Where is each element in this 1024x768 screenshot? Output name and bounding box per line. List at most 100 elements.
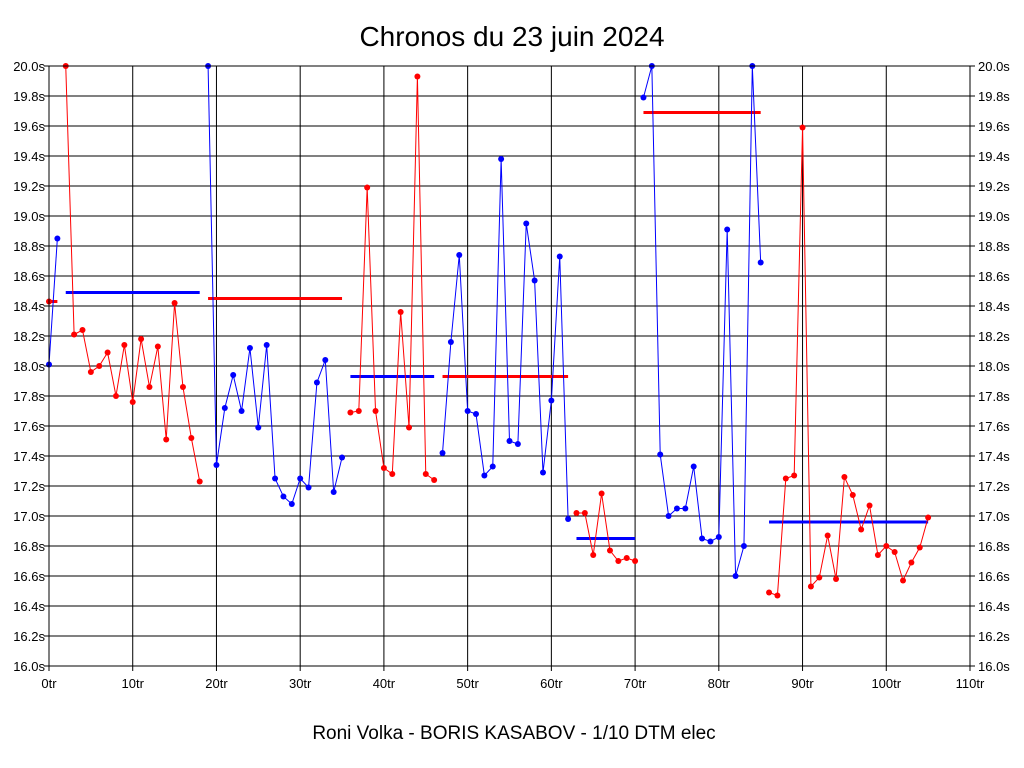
lap-point (766, 589, 773, 596)
lap-point (900, 577, 907, 584)
y-tick-label-left: 19.8s (13, 89, 45, 104)
lap-point (179, 384, 186, 390)
lap-point (322, 357, 329, 363)
average-lines (49, 111, 929, 540)
x-tick-label: 90tr (791, 676, 814, 691)
lap-point (816, 574, 823, 581)
lap-point (707, 538, 714, 545)
lap-point (188, 435, 195, 441)
y-tick-label-left: 17.2s (13, 479, 45, 494)
lap-point (908, 559, 915, 566)
lap-point (506, 438, 513, 444)
y-tick-label-left: 18.2s (13, 329, 45, 344)
series-line (442, 158, 569, 520)
lap-point (715, 534, 722, 540)
x-tick-label: 50tr (456, 676, 479, 691)
lap-point (347, 409, 354, 416)
chart-title: Chronos du 23 juin 2024 (359, 21, 664, 52)
y-tick-label-right: 17.2s (978, 479, 1010, 494)
lap-point (339, 454, 346, 461)
y-tick-label-left: 18.0s (13, 359, 45, 374)
plot-frame (48, 65, 971, 667)
lap-point (573, 510, 580, 516)
y-tick-label-left: 19.0s (13, 209, 45, 224)
lap-point (874, 552, 881, 558)
lap-point (539, 469, 546, 476)
lap-point (514, 441, 521, 447)
lap-point (221, 405, 228, 411)
lap-point (305, 484, 312, 491)
lap-point (632, 558, 639, 564)
lap-point (925, 514, 932, 521)
lap-point (556, 253, 563, 260)
y-tick-label-right: 18.6s (978, 269, 1010, 284)
lap-point (740, 543, 747, 549)
y-tick-label-left: 16.6s (13, 569, 45, 584)
lap-point (791, 472, 798, 479)
lap-point (213, 462, 220, 468)
lap-point (313, 379, 320, 386)
lap-point (112, 393, 119, 399)
lap-point (757, 259, 764, 266)
lap-point (682, 505, 689, 512)
lap-point (481, 472, 488, 479)
lap-point (71, 331, 78, 338)
y-tick-label-right: 18.2s (978, 329, 1010, 344)
y-tick-label-right: 18.4s (978, 299, 1010, 314)
y-tick-label-right: 20.0s (978, 59, 1010, 74)
lap-point (657, 451, 664, 458)
y-tick-label-right: 17.6s (978, 419, 1010, 434)
y-tick-label-left: 16.2s (13, 629, 45, 644)
lap-point (330, 489, 337, 495)
lap-point (246, 345, 253, 351)
x-tick-label: 110tr (956, 676, 985, 691)
lap-point (288, 501, 295, 507)
lap-point (104, 349, 111, 356)
lap-point (774, 592, 781, 599)
lap-point (548, 397, 555, 404)
y-tick-label-left: 19.4s (13, 149, 45, 164)
lap-point (824, 532, 831, 539)
y-tick-label-right: 17.4s (978, 449, 1010, 464)
lap-point (724, 226, 731, 233)
y-tick-label-left: 19.6s (13, 119, 45, 134)
lap-point (297, 475, 304, 482)
lap-point (891, 549, 898, 555)
lap-point (866, 502, 873, 509)
y-tick-label-left: 17.4s (13, 449, 45, 464)
lap-point (456, 252, 463, 258)
lap-point (531, 277, 538, 284)
y-tick-label-left: 20.0s (13, 59, 45, 74)
y-tick-label-right: 19.2s (978, 179, 1010, 194)
y-tick-label-left: 17.8s (13, 389, 45, 404)
series-line (768, 127, 929, 597)
y-tick-label-right: 18.0s (978, 359, 1010, 374)
y-tick-label-left: 17.0s (13, 509, 45, 524)
lap-point (238, 408, 245, 414)
lap-point (406, 424, 413, 431)
lap-point (255, 424, 262, 431)
series-line (48, 238, 58, 365)
axes: 0tr 10tr 20tr 30tr 40tr 50tr 60tr 70tr 80tr 90tr 1… (13, 59, 1010, 691)
lap-point (690, 463, 697, 470)
y-tick-label-left: 18.8s (13, 239, 45, 254)
y-tick-label-right: 19.6s (978, 119, 1010, 134)
lap-point (782, 475, 789, 482)
y-tick-label-right: 16.0s (978, 659, 1010, 674)
x-tick-label: 10tr (122, 676, 145, 691)
lap-point (833, 576, 840, 582)
x-axis-label: Roni Volka - BORIS KASABOV - 1/10 DTM el… (312, 723, 715, 744)
x-tick-label: 40tr (373, 676, 396, 691)
lap-point (121, 342, 128, 348)
y-tick-label-left: 19.2s (13, 179, 45, 194)
lap-point (372, 408, 379, 414)
lap-point (581, 510, 588, 516)
lap-point (154, 343, 161, 350)
lap-point (138, 336, 145, 342)
lap-point (673, 505, 680, 512)
lap-point (841, 474, 848, 480)
lap-point (807, 583, 814, 590)
y-tick-label-right: 19.8s (978, 89, 1010, 104)
